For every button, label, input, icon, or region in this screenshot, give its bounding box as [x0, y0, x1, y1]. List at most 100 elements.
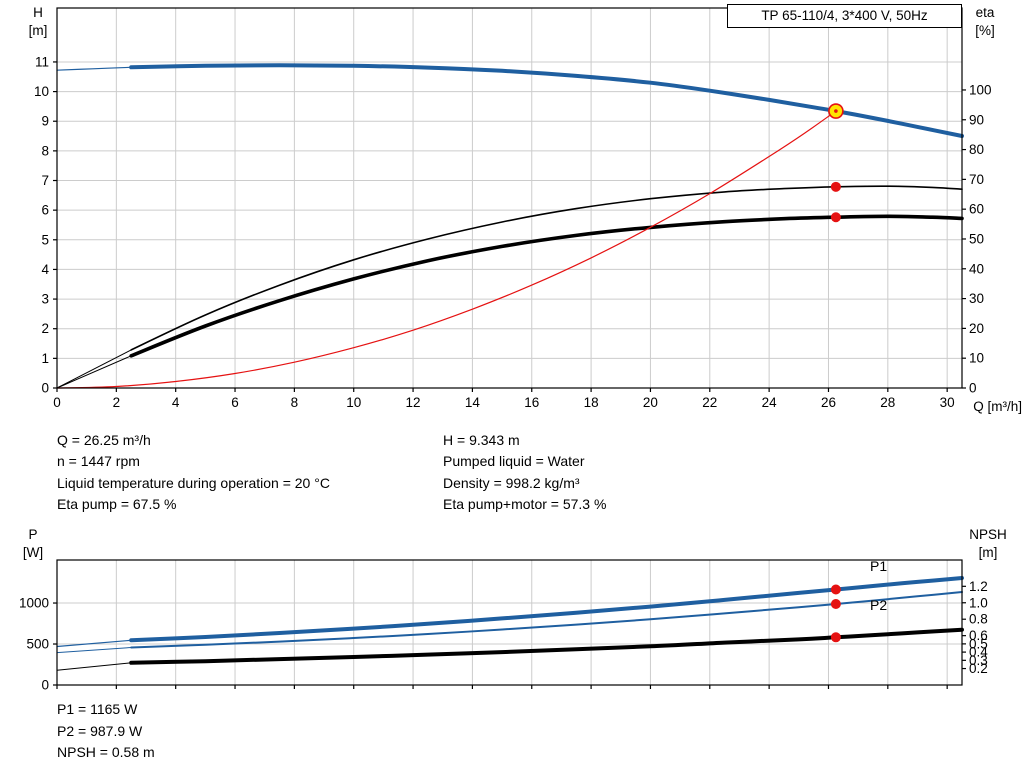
x-tick-label: 24: [762, 395, 778, 410]
x-tick-label: 22: [702, 395, 717, 410]
x-tick-label: 8: [291, 395, 299, 410]
right-tick-label: 1.0: [969, 595, 988, 610]
x-tick-label: 10: [346, 395, 361, 410]
info-liquid-temperature-line: Liquid temperature during operation = 20…: [57, 474, 330, 491]
series-system-curve: [56, 110, 837, 389]
tick-marks: [53, 585, 966, 689]
right-tick-label: 0.2: [969, 661, 988, 676]
info-q-line: Q = 26.25 m³/h: [57, 432, 151, 448]
operating-point-dot: [830, 584, 841, 595]
grid: [57, 560, 962, 685]
right-tick-label: 100: [969, 82, 992, 97]
series-eta-pump-motor-curve: [129, 214, 964, 358]
info-density-line: Density = 998.2 kg/m³: [443, 474, 580, 491]
tick-labels: 0 500 1000 0.20.30.40.50.60.8 1.01.2: [19, 579, 988, 693]
series-hq-curve: [129, 63, 964, 138]
x-axis-label: Q [m³/h]: [973, 399, 1022, 414]
series-hq-lead: [56, 66, 132, 71]
result-p1-line: P1 = 1165 W: [57, 701, 138, 717]
left-tick-label: 0: [41, 678, 49, 693]
right-tick-label: 50: [969, 231, 984, 246]
left-tick-label: 8: [41, 143, 49, 158]
series-p1-curve: [129, 576, 964, 643]
info-speed-line: n = 1447 rpm: [57, 453, 140, 470]
right-tick-label: 10: [969, 351, 984, 366]
curve-label-p1: P1: [870, 558, 887, 574]
x-tick-label: 6: [231, 395, 239, 410]
operating-point-dot: [830, 212, 841, 223]
info-head-line: H = 9.343 m: [443, 432, 520, 448]
left-tick-label: 4: [41, 262, 49, 277]
right-axis-title: [m]: [979, 545, 998, 560]
x-tick-label: 20: [643, 395, 658, 410]
right-tick-label: 0.5: [969, 636, 988, 651]
x-tick-label: 0: [53, 395, 61, 410]
plot-border: [56, 7, 963, 389]
result-npsh-line: NPSH = 0.58 m: [57, 744, 155, 761]
info-pumped-liquid-line: Pumped liquid = Water: [443, 453, 585, 470]
right-tick-label: 60: [969, 202, 984, 217]
series-eta-pump-lead: [56, 349, 132, 389]
left-tick-label: 6: [41, 203, 49, 218]
right-tick-label: 80: [969, 142, 984, 157]
left-tick-label: 3: [41, 292, 49, 307]
operating-data-right-column: H = 9.343 m Pumped liquid = Water Densit…: [443, 430, 606, 515]
grid: [57, 8, 962, 388]
series-p2-curve: [130, 591, 963, 649]
left-tick-label: 1: [41, 351, 49, 366]
tick-labels: 0 2 4 6 8 10 12 14 16 18 20 22 24 26 28 300123456789101…: [34, 54, 992, 410]
operating-data-left-column: Q = 26.25 m³/h n = 1447 rpm Liquid tempe…: [57, 430, 330, 515]
left-tick-label: 5: [41, 232, 49, 247]
series-npsh-curve: [129, 627, 964, 665]
plot-border: [56, 559, 963, 686]
x-tick-label: 28: [880, 395, 895, 410]
x-tick-label: 4: [172, 395, 180, 410]
right-tick-label: 0.6: [969, 628, 988, 643]
right-tick-label: 1.2: [969, 579, 988, 594]
left-axis-title: H: [33, 5, 43, 20]
x-tick-label: 16: [524, 395, 539, 410]
right-tick-label: 30: [969, 291, 984, 306]
x-tick-label: 14: [465, 395, 481, 410]
right-tick-label: 40: [969, 261, 984, 276]
left-tick-label: 7: [41, 173, 49, 188]
right-tick-label: 0.4: [969, 645, 988, 660]
chart-power: 0 500 1000 0.20.30.40.50.60.8 1.01.2 P [W] NPSH…: [19, 527, 1007, 693]
operating-point-dot: [830, 599, 841, 610]
right-tick-label: 0.8: [969, 612, 988, 627]
left-tick-label: 10: [34, 84, 49, 99]
chart-title-box: TP 65-110/4, 3*400 V, 50Hz: [727, 4, 962, 28]
right-tick-label: 20: [969, 321, 984, 336]
results-panel: P1 = 1165 W P2 = 987.9 W NPSH = 0.58 m: [57, 699, 155, 764]
left-tick-label: 0: [41, 381, 49, 396]
series-eta-pump-motor-lead: [56, 355, 132, 389]
operating-point-dot: [830, 181, 841, 192]
right-tick-label: 90: [969, 112, 984, 127]
series-npsh-lead: [56, 662, 132, 671]
chart-head: 0 2 4 6 8 10 12 14 16 18 20 22 24 26 28 300123456789101…: [29, 5, 1022, 414]
left-tick-label: 500: [26, 637, 49, 652]
result-p2-line: P2 = 987.9 W: [57, 722, 143, 739]
x-tick-label: 18: [584, 395, 599, 410]
x-tick-label: 2: [113, 395, 121, 410]
duty-point-center: [834, 109, 838, 113]
x-tick-label: 12: [406, 395, 421, 410]
series-p1-lead: [56, 639, 132, 648]
right-axis-title: NPSH: [969, 527, 1007, 542]
curve-label-p2: P2: [870, 597, 887, 613]
left-axis-title: P: [28, 527, 37, 542]
series-p2-lead: [56, 647, 132, 654]
right-axis-title: eta: [976, 5, 995, 20]
x-tick-label: 30: [940, 395, 955, 410]
right-tick-label: 70: [969, 172, 984, 187]
left-tick-label: 2: [41, 321, 49, 336]
operating-point-dot: [830, 632, 841, 643]
tick-marks: [53, 61, 966, 392]
left-tick-label: 11: [35, 54, 49, 69]
x-tick-label: 26: [821, 395, 836, 410]
left-tick-label: 9: [41, 114, 49, 129]
left-axis-title: [W]: [23, 545, 43, 560]
info-eta-pump-motor-line: Eta pump+motor = 57.3 %: [443, 495, 607, 512]
